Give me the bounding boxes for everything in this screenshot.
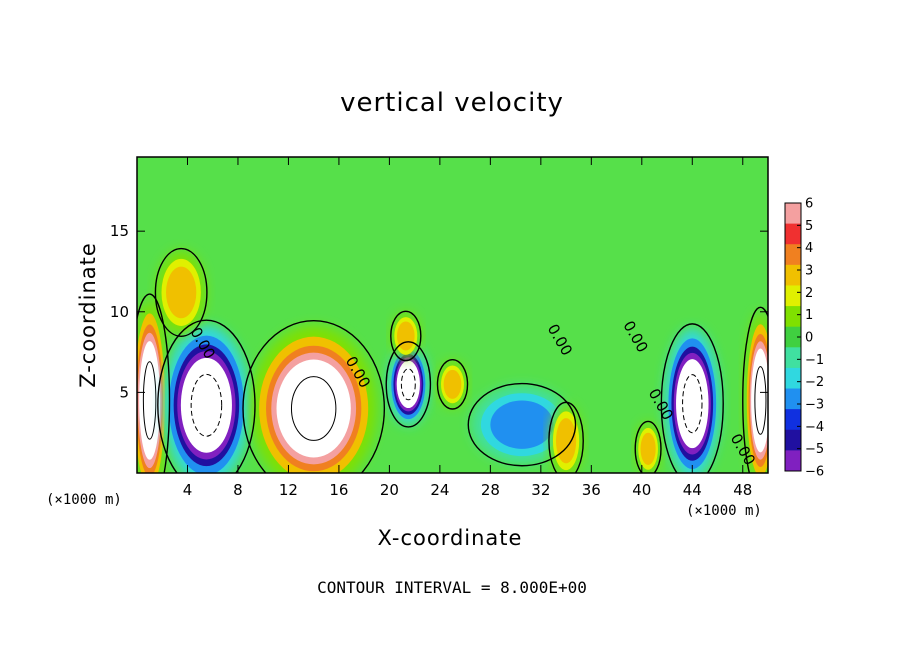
colorbar-swatch: [785, 244, 801, 266]
y-tick-label: 15: [110, 222, 129, 240]
colorbar-swatch: [785, 203, 801, 225]
zero-contour-line: [660, 323, 724, 473]
x-tick-label: 8: [233, 481, 243, 499]
colorbar-swatch: [785, 223, 801, 245]
colorbar-tick-label: 0: [805, 331, 813, 346]
saturated-core: [751, 348, 768, 453]
zero-contour-line: [137, 293, 171, 473]
zero-contour-line: [385, 341, 432, 428]
field-feature: [549, 404, 583, 473]
zero-contour-line: [548, 401, 584, 473]
colorbar-swatch: [785, 367, 801, 390]
x-tick-label: 16: [329, 481, 348, 499]
x-tick-label: 12: [279, 481, 298, 499]
field-feature: [744, 313, 768, 473]
colorbar-tick-label: 4: [805, 241, 813, 256]
velocity-field: [137, 251, 768, 473]
x-tick-label: 48: [733, 481, 752, 499]
zero-contour-line: [157, 319, 256, 473]
x-tick-label: 32: [531, 481, 550, 499]
zero-contour-line: [242, 320, 386, 473]
x-tick-label: 36: [582, 481, 601, 499]
field-ring: [166, 266, 197, 319]
inner-contour: [290, 376, 337, 441]
x-axis-label: X-coordinate: [377, 526, 523, 550]
colorbar-swatch: [785, 306, 801, 328]
colorbar-swatch: [785, 264, 801, 286]
x-tick-label: 28: [481, 481, 500, 499]
saturated-core: [276, 359, 351, 458]
field-feature: [391, 312, 420, 360]
colorbar-tick-label: −3: [805, 398, 824, 413]
colorbar-tick-label: 3: [805, 264, 813, 279]
field-feature: [635, 423, 661, 473]
saturated-core: [676, 359, 709, 449]
field-feature: [163, 325, 250, 473]
x-tick-label: 44: [683, 481, 702, 499]
x-axis: 4 8 12 16 20 24 28 32 36 40 44 48: [183, 157, 752, 499]
zero-contour-line: [436, 358, 469, 410]
colorbar-tick-label: 5: [805, 219, 813, 234]
x-tick-label: 24: [430, 481, 449, 499]
colorbar-swatch: [785, 429, 801, 451]
x-tick-label: 40: [632, 481, 651, 499]
colorbar-tick-label: 6: [805, 197, 813, 212]
y-tick-label: 5: [119, 383, 129, 401]
field-ring: [396, 321, 415, 351]
inner-contour: [682, 374, 703, 434]
saturated-core: [396, 360, 420, 409]
colorbar-tick-label: −1: [805, 353, 824, 368]
y-tick-label: 10: [110, 303, 129, 321]
colorbar-tick-label: −5: [805, 442, 824, 457]
colorbar-tick-label: −2: [805, 375, 824, 390]
inner-contour: [754, 366, 767, 435]
field-feature: [251, 326, 377, 473]
x-unit-label-left: (×1000 m): [46, 492, 122, 508]
chart-title: vertical velocity: [340, 88, 564, 118]
colorbar-swatch: [785, 409, 801, 431]
field-ring: [555, 418, 577, 464]
contour-interval-note: CONTOUR INTERVAL = 8.000E+00: [317, 578, 587, 597]
zero-contour-line: [154, 247, 208, 337]
field-ring: [443, 369, 462, 399]
plot-frame: [136, 156, 769, 474]
field-feature: [388, 344, 428, 425]
x-unit-label-right: (×1000 m): [686, 503, 762, 519]
colorbar-swatch: [785, 347, 801, 369]
field-ring: [490, 400, 554, 449]
colorbar: 6 5 4 3 2 1 0 −1 −2 −3 −4 −5 −6: [784, 197, 824, 480]
y-axis: 5 10 15: [110, 222, 768, 401]
field-ring: [640, 432, 656, 465]
colorbar-tick-label: −6: [805, 465, 824, 480]
zero-contour-line: [390, 310, 422, 362]
colorbar-swatch: [785, 326, 801, 348]
inner-contour: [190, 373, 223, 437]
colorbar-swatch: [785, 388, 801, 410]
inner-contour: [400, 368, 416, 401]
colorbar-tick-label: −4: [805, 420, 824, 435]
field-feature: [664, 328, 720, 473]
saturated-core: [180, 357, 232, 453]
field-feature: [156, 251, 206, 334]
zero-contour-line: [742, 306, 768, 473]
colorbar-swatch: [785, 450, 801, 472]
field-feature: [438, 361, 467, 408]
zero-contour-line: [467, 382, 577, 467]
inner-contour: [142, 361, 157, 440]
saturated-core: [139, 341, 161, 460]
colorbar-tick-label: 2: [805, 286, 813, 301]
colorbar-tick-label: 1: [805, 308, 813, 323]
x-tick-label: 4: [183, 481, 193, 499]
field-feature: [471, 385, 573, 464]
zero-contour-line: [634, 420, 662, 473]
x-tick-label: 20: [380, 481, 399, 499]
field-feature: [137, 300, 168, 473]
colorbar-swatch: [785, 285, 801, 307]
